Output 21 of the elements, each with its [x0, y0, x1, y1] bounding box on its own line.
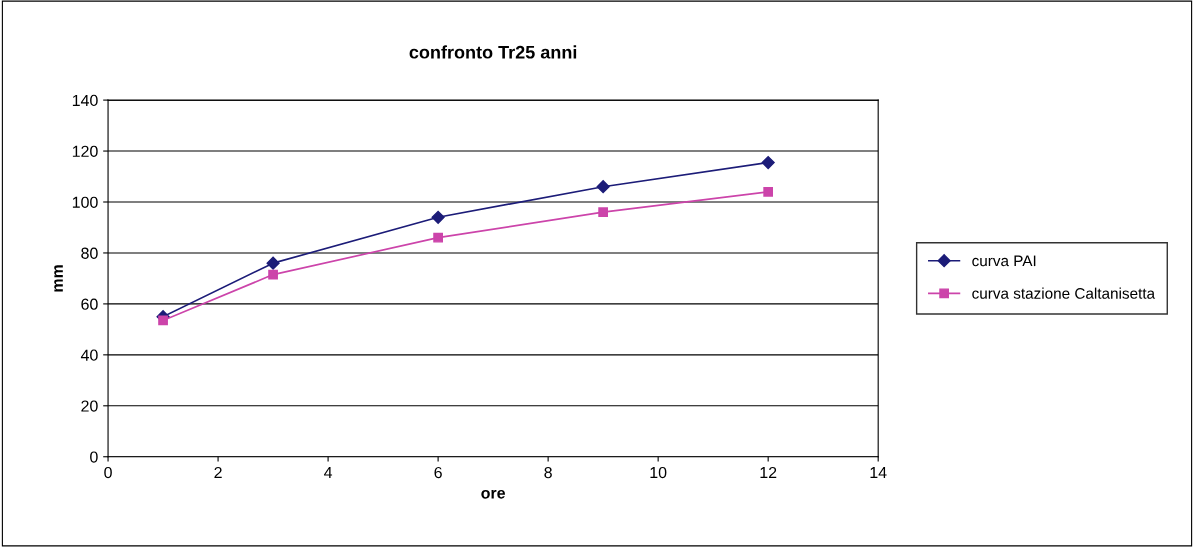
chart-title: confronto Tr25 anni	[409, 45, 577, 59]
x-axis-title: ore	[481, 489, 506, 499]
x-tick-label: 2	[214, 466, 222, 479]
y-tick-label: 120	[72, 145, 98, 157]
x-tick-label: 14	[870, 467, 887, 479]
y-tick-label: 140	[72, 94, 98, 107]
y-tick-label: 0	[90, 451, 98, 463]
legend-label: curva PAI	[972, 255, 1036, 267]
x-tick-label: 6	[434, 466, 442, 479]
y-tick-label: 100	[72, 196, 98, 208]
y-axis-title: mm	[54, 265, 63, 292]
x-tick-label: 0	[104, 466, 112, 479]
legend-label: curva stazione Caltanisetta	[972, 287, 1156, 299]
x-tick-label: 12	[760, 466, 777, 479]
x-tick-label: 8	[544, 466, 552, 479]
y-tick-label: 80	[81, 247, 98, 259]
y-tick-label: 60	[81, 298, 98, 310]
x-tick-label: 4	[324, 467, 333, 479]
y-tick-label: 20	[81, 400, 98, 412]
x-tick-label: 10	[650, 466, 667, 479]
y-tick-label: 40	[80, 349, 98, 361]
